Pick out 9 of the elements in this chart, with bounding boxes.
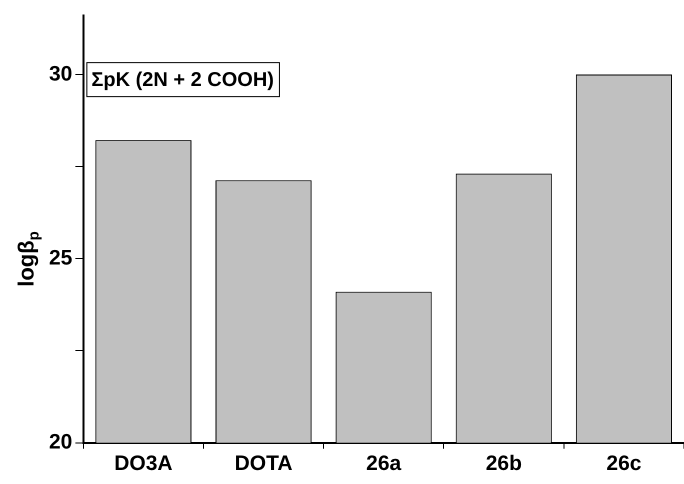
x-tick-label: DO3A (114, 452, 173, 476)
y-tick-label: 30 (49, 62, 72, 86)
x-tick-label: 26a (366, 452, 402, 476)
y-tick-label: 20 (49, 430, 72, 454)
x-tick-label: 26b (486, 452, 522, 476)
x-tick-label: 26c (606, 452, 642, 476)
x-tick-label: DOTA (234, 452, 293, 476)
annotation: ΣpK (2N + 2 COOH) (91, 69, 274, 92)
y-tick-label: 25 (49, 246, 73, 270)
